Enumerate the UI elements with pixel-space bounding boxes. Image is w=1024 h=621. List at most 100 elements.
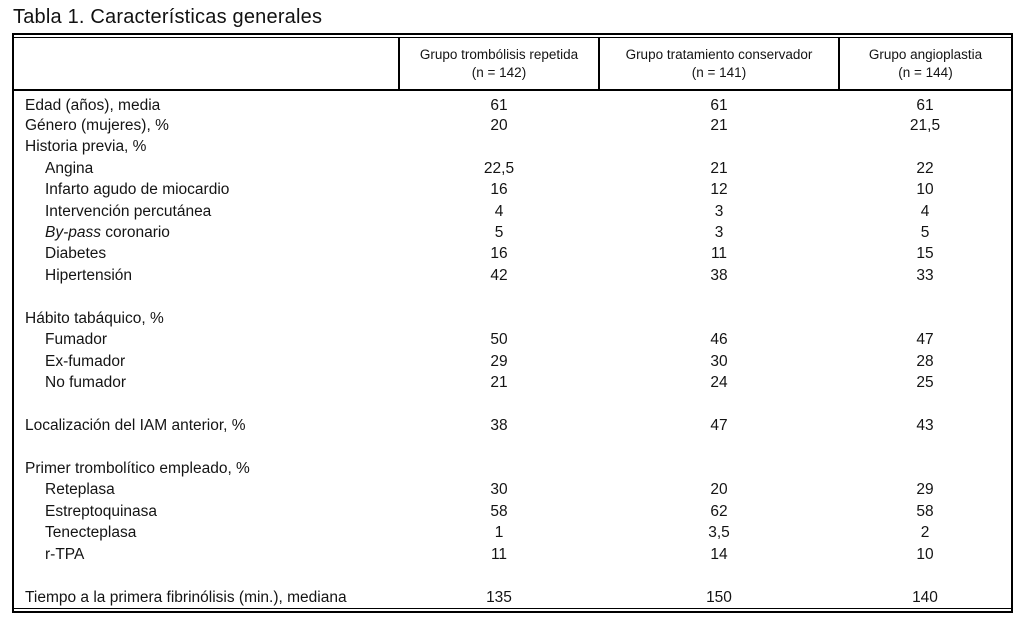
row-label: Reteplasa — [45, 481, 115, 499]
table-row: r-TPA 11 14 10 — [14, 544, 1011, 565]
table-title: Tabla 1. Características generales — [13, 6, 323, 28]
row-label: Hábito tabáquico, % — [25, 309, 164, 327]
value-cell — [599, 136, 839, 157]
value-cell: 25 — [916, 374, 934, 392]
spacer-cell — [14, 436, 1011, 457]
value-cell: 43 — [916, 417, 934, 435]
header-col-name: Grupo tratamiento conservador — [625, 46, 813, 62]
value-cell: 29 — [490, 352, 508, 370]
header-col-n: (n = 141) — [691, 64, 747, 80]
header-col-name: Grupo trombólisis repetida — [419, 46, 579, 62]
table-row: No fumador 21 24 25 — [14, 372, 1011, 393]
value-cell — [399, 458, 599, 479]
value-cell: 29 — [916, 481, 934, 499]
value-cell: 3 — [714, 224, 724, 242]
row-label: Infarto agudo de miocardio — [45, 181, 230, 199]
value-cell: 58 — [916, 502, 934, 520]
value-cell: 38 — [490, 417, 508, 435]
row-label: Intervención percutánea — [45, 202, 212, 220]
spacer-row — [14, 286, 1011, 307]
value-cell: 14 — [710, 545, 728, 563]
table-row: Estreptoquinasa 58 62 58 — [14, 501, 1011, 522]
table-row: Fumador 50 46 47 — [14, 329, 1011, 350]
value-cell: 11 — [490, 545, 508, 563]
value-cell: 4 — [920, 202, 930, 220]
header-col-angioplastia: Grupo angioplastia (n = 144) — [838, 38, 1011, 91]
row-label: Ex-fumador — [45, 352, 126, 370]
value-cell: 38 — [710, 266, 728, 284]
table-row: Diabetes 16 11 15 — [14, 243, 1011, 264]
row-label: Tenecteplasa — [45, 524, 137, 542]
value-cell: 42 — [490, 266, 508, 284]
table-row: Primer trombolítico empleado, % — [14, 458, 1011, 479]
header-col-trombolisis: Grupo trombólisis repetida (n = 142) — [398, 38, 599, 91]
row-label: Primer trombolítico empleado, % — [25, 460, 250, 478]
value-cell: 4 — [494, 202, 504, 220]
spacer-cell — [14, 286, 1011, 307]
value-cell: 2 — [920, 524, 930, 542]
value-cell: 20 — [490, 116, 508, 134]
value-cell: 30 — [490, 481, 508, 499]
value-cell: 12 — [710, 181, 728, 199]
table-row: By-pass coronario 5 3 5 — [14, 222, 1011, 243]
table-row: Hábito tabáquico, % — [14, 308, 1011, 329]
value-cell: 61 — [490, 97, 508, 115]
table-row: Edad (años), media 61 61 61 — [14, 90, 1011, 115]
value-cell: 5 — [494, 224, 504, 242]
row-label: Estreptoquinasa — [45, 502, 158, 520]
value-cell: 16 — [490, 245, 508, 263]
value-cell: 5 — [920, 224, 930, 242]
value-cell: 16 — [490, 181, 508, 199]
spacer-row — [14, 436, 1011, 457]
value-cell — [399, 136, 599, 157]
value-cell: 3 — [714, 202, 724, 220]
table-inner-rule: Grupo trombólisis repetida (n = 142) Gru… — [14, 37, 1011, 609]
table-row: Intervención percutánea 4 3 4 — [14, 200, 1011, 221]
row-label: Angina — [45, 159, 94, 177]
value-cell: 22,5 — [483, 159, 515, 177]
value-cell: 11 — [710, 245, 728, 263]
table-row: Angina 22,5 21 22 — [14, 157, 1011, 178]
table-frame: Grupo trombólisis repetida (n = 142) Gru… — [12, 33, 1013, 613]
value-cell — [839, 308, 1011, 329]
value-cell: 140 — [912, 588, 938, 606]
value-cell — [839, 458, 1011, 479]
value-cell: 21 — [710, 116, 728, 134]
row-label: Género (mujeres), % — [25, 116, 169, 134]
value-cell: 28 — [916, 352, 934, 370]
table-row: Infarto agudo de miocardio 16 12 10 — [14, 179, 1011, 200]
table-body: Edad (años), media 61 61 61 Género (mujeres)… — [14, 90, 1011, 608]
row-label: By-pass coronario — [45, 224, 170, 242]
value-cell: 1 — [494, 524, 504, 542]
row-label: Hipertensión — [45, 266, 133, 284]
value-cell — [839, 136, 1011, 157]
spacer-row — [14, 565, 1011, 586]
value-cell — [399, 308, 599, 329]
table-row: Género (mujeres), % 20 21 21,5 — [14, 115, 1011, 136]
table-row: Localización del IAM anterior, % 38 47 43 — [14, 415, 1011, 436]
value-cell: 20 — [710, 481, 728, 499]
header-col-n: (n = 142) — [471, 64, 527, 80]
value-cell: 10 — [916, 181, 934, 199]
value-cell: 33 — [916, 266, 934, 284]
characteristics-table: Grupo trombólisis repetida (n = 142) Gru… — [14, 38, 1011, 608]
row-label: Edad (años), media — [25, 97, 161, 115]
value-cell: 21 — [710, 159, 728, 177]
value-cell: 61 — [916, 97, 934, 115]
value-cell: 135 — [486, 588, 512, 606]
value-cell: 3,5 — [708, 524, 730, 542]
value-cell: 21,5 — [909, 116, 941, 134]
row-label-italic: By-pass — [45, 224, 101, 242]
value-cell: 46 — [710, 331, 728, 349]
value-cell: 150 — [706, 588, 732, 606]
table-row: Tiempo a la primera fibrinólisis (min.),… — [14, 587, 1011, 608]
table-row: Hipertensión 42 38 33 — [14, 265, 1011, 286]
value-cell — [599, 458, 839, 479]
value-cell: 21 — [490, 374, 508, 392]
value-cell — [599, 308, 839, 329]
value-cell: 24 — [710, 374, 728, 392]
value-cell: 58 — [490, 502, 508, 520]
row-label: Fumador — [45, 331, 108, 349]
header-col-n: (n = 144) — [898, 64, 953, 80]
